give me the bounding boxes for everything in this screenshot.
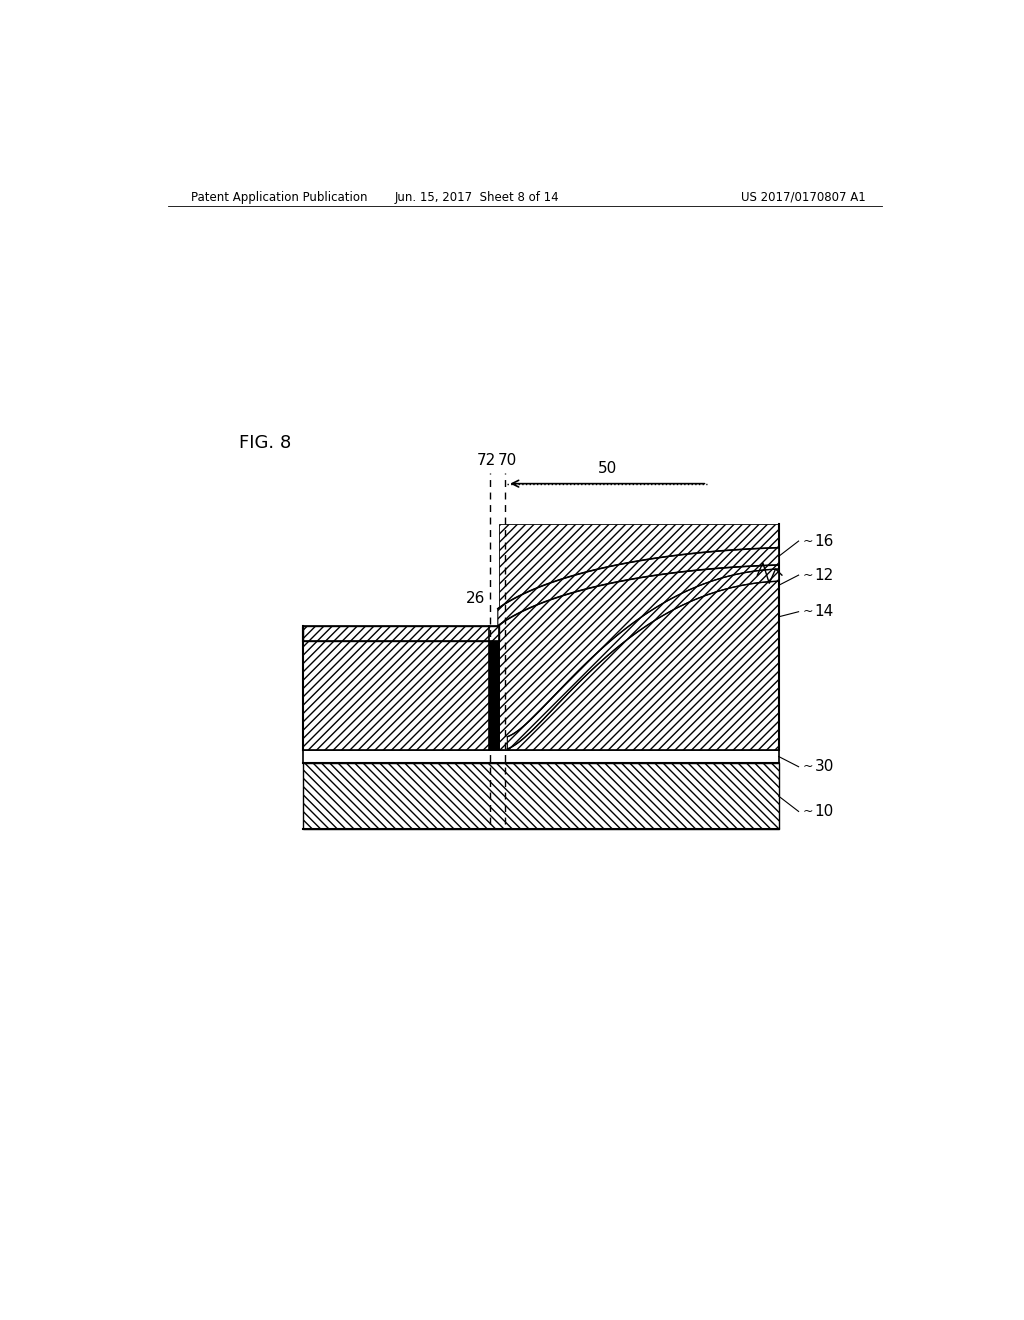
Polygon shape bbox=[489, 626, 500, 750]
Text: 30: 30 bbox=[814, 759, 834, 775]
Text: FIG. 8: FIG. 8 bbox=[240, 434, 292, 451]
Text: US 2017/0170807 A1: US 2017/0170807 A1 bbox=[741, 190, 866, 203]
Text: Jun. 15, 2017  Sheet 8 of 14: Jun. 15, 2017 Sheet 8 of 14 bbox=[395, 190, 559, 203]
Text: ~: ~ bbox=[803, 805, 813, 818]
Polygon shape bbox=[498, 548, 778, 626]
Polygon shape bbox=[303, 626, 500, 642]
Text: 10: 10 bbox=[814, 804, 834, 818]
Text: 14: 14 bbox=[814, 605, 834, 619]
Text: ~: ~ bbox=[803, 605, 813, 618]
Text: 72: 72 bbox=[476, 453, 496, 469]
Polygon shape bbox=[303, 628, 489, 750]
Text: ~: ~ bbox=[803, 760, 813, 774]
Text: ~: ~ bbox=[803, 569, 813, 582]
Text: Patent Application Publication: Patent Application Publication bbox=[191, 190, 368, 203]
Polygon shape bbox=[500, 524, 778, 750]
Text: 16: 16 bbox=[814, 533, 834, 549]
Polygon shape bbox=[507, 569, 778, 748]
Polygon shape bbox=[303, 750, 778, 763]
Text: 50: 50 bbox=[598, 461, 616, 475]
Text: 12: 12 bbox=[814, 568, 834, 582]
Text: ~: ~ bbox=[803, 535, 813, 548]
Polygon shape bbox=[303, 763, 778, 829]
Text: 26: 26 bbox=[466, 590, 485, 606]
Text: 70: 70 bbox=[498, 453, 517, 469]
